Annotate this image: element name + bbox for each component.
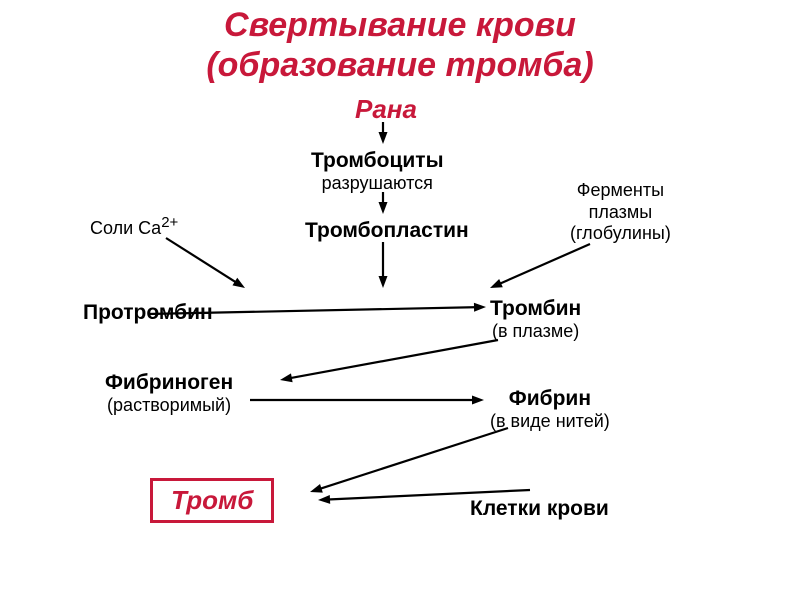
node-fibrinogen: Фибриноген (растворимый) — [105, 370, 233, 417]
title-line-1: Свертывание крови — [0, 6, 800, 45]
arrow-rana-to-trombocyty — [379, 122, 388, 144]
arrow-trombocyty-to-tromboplastin — [379, 192, 388, 214]
fibrin-sub: (в виде нитей) — [490, 411, 610, 433]
title-line-2: (образование тромба) — [0, 46, 800, 85]
node-fermenty: Ферменты плазмы (глобулины) — [570, 180, 671, 245]
node-fibrin: Фибрин (в виде нитей) — [490, 386, 610, 433]
arrow-trombin-to-fibrinogen — [280, 340, 498, 382]
arrow-soli-to-line — [166, 238, 245, 288]
trombin-main: Тромбин — [490, 296, 581, 321]
node-rana: Рана — [355, 94, 417, 125]
arrow-fermenty-to-line — [490, 244, 590, 288]
arrow-fibrinogen-to-fibrin — [250, 396, 484, 405]
node-trombocyty: Тромбоциты разрушаются — [311, 148, 444, 195]
fermenty-l3: (глобулины) — [570, 223, 671, 245]
arrow-tromboplastin-to-line — [379, 242, 388, 288]
node-protrombin: Протромбин — [83, 300, 213, 325]
arrow-fibrin-to-tromb — [310, 428, 508, 493]
node-trombin: Тромбин (в плазме) — [490, 296, 581, 343]
trombin-sub: (в плазме) — [490, 321, 581, 343]
fermenty-l1: Ферменты — [570, 180, 671, 202]
node-tromboplastin: Тромбопластин — [305, 218, 469, 243]
trombocyty-sub: разрушаются — [311, 173, 444, 195]
fibrinogen-main: Фибриноген — [105, 370, 233, 395]
fermenty-l2: плазмы — [570, 202, 671, 224]
fibrin-main: Фибрин — [490, 386, 610, 411]
trombocyty-main: Тромбоциты — [311, 148, 444, 173]
tromb-box: Тромб — [150, 478, 274, 523]
node-soli: Соли Ca2+ — [90, 214, 178, 240]
node-tromb: Тромб — [150, 478, 274, 523]
fibrinogen-sub: (растворимый) — [105, 395, 233, 417]
node-kletki: Клетки крови — [470, 496, 609, 521]
